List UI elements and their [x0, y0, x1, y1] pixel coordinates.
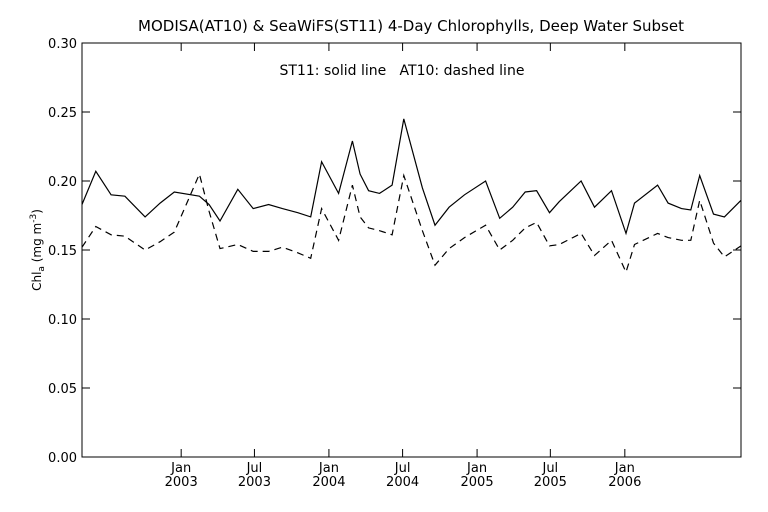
x-tick-month: Jul	[541, 461, 558, 476]
y-label-superscript: -3	[29, 214, 39, 223]
x-tick-year: 2003	[238, 475, 271, 490]
series-layer	[81, 118, 742, 274]
chart-title: MODISA(AT10) & SeaWiFS(ST11) 4-Day Chlor…	[138, 17, 684, 35]
x-tick-month: Jul	[394, 461, 411, 476]
x-tick-year: 2003	[165, 475, 198, 490]
y-tick-label: 0.30	[48, 37, 77, 52]
x-tick-year: 2006	[608, 475, 641, 490]
x-tick-month: Jan	[466, 461, 487, 476]
y-label-subscript: a	[37, 266, 47, 272]
line-style-note: ST11: solid line AT10: dashed line	[280, 63, 525, 79]
x-tick-year: 2005	[461, 475, 494, 490]
series-line-dashed	[81, 172, 742, 274]
y-label-unit: (mg m	[30, 223, 44, 266]
y-tick-label: 0.25	[48, 106, 77, 121]
y-axis-label: Chla (mg m-3)	[29, 209, 47, 291]
x-tick-year: 2004	[386, 475, 419, 490]
y-tick-label: 0.05	[48, 382, 77, 397]
y-tick-label: 0.10	[48, 313, 77, 328]
x-tick-year: 2004	[312, 475, 345, 490]
plot-frame	[81, 42, 742, 458]
y-label-main: Chl	[30, 272, 44, 291]
x-tick-month: Jan	[614, 461, 635, 476]
x-tick-month: Jan	[170, 461, 191, 476]
x-tick-month: Jul	[246, 461, 263, 476]
y-label-unit-close: )	[30, 209, 44, 214]
y-tick-label: 0.15	[48, 244, 77, 259]
y-tick-label: 0.00	[48, 451, 77, 466]
y-axis: 0.00 0.05 0.10 0.15 0.20 0.25 0.30	[48, 37, 741, 466]
x-tick-month: Jan	[318, 461, 339, 476]
x-tick-year: 2005	[534, 475, 567, 490]
x-axis: Jan2003Jul2003Jan2004Jul2004Jan2005Jul20…	[165, 43, 641, 490]
y-tick-label: 0.20	[48, 175, 77, 190]
